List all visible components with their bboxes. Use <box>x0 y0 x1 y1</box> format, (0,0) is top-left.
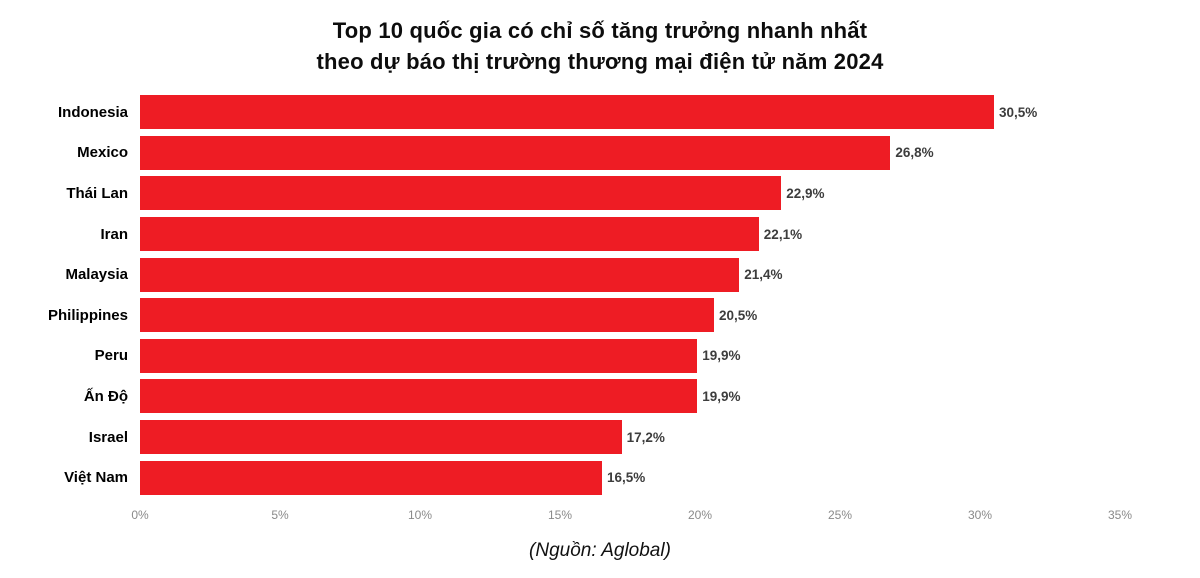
category-label: Việt Nam <box>64 469 128 487</box>
x-tick-label: 5% <box>271 507 289 522</box>
plot-area: 19,9% <box>140 379 1200 414</box>
bar-row: Iran 22,1% <box>0 214 1200 255</box>
chart-title-line2: theo dự báo thị trường thương mại điện t… <box>316 49 884 74</box>
bar <box>140 257 740 292</box>
plot-area: 22,1% <box>140 217 1200 252</box>
value-label: 22,9% <box>786 185 825 201</box>
bar <box>140 217 759 252</box>
bar <box>140 298 714 333</box>
plot-area: 16,5% <box>140 460 1200 495</box>
bar-row: Thái Lan 22,9% <box>0 173 1200 214</box>
x-tick-label: 15% <box>547 507 573 522</box>
bar-row: Philippines 20,5% <box>0 295 1200 336</box>
bar-row: Israel 17,2% <box>0 417 1200 458</box>
category-label: Indonesia <box>57 103 128 121</box>
x-axis: 0% 5% 10% 15% 20% 25% 30% 35% <box>131 504 1200 530</box>
bar <box>140 338 698 373</box>
value-label: 19,9% <box>702 388 741 404</box>
bar <box>140 135 891 170</box>
bar-row: Mexico 26,8% <box>0 133 1200 174</box>
plot-area: 19,9% <box>140 338 1200 373</box>
bar-row: Malaysia 21,4% <box>0 254 1200 295</box>
category-label: Philippines <box>47 306 128 324</box>
category-label: Mexico <box>77 144 128 162</box>
category-label: Ấn Độ <box>83 387 128 405</box>
bar-row: Indonesia 30,5% <box>0 92 1200 133</box>
value-label: 19,9% <box>702 348 741 364</box>
value-label: 26,8% <box>895 145 934 161</box>
bar-rows: Indonesia 30,5% Mexico 26,8% Thái Lan 22,9% Ir… <box>0 92 1200 498</box>
plot-area: 17,2% <box>140 420 1200 455</box>
category-label: Israel <box>88 428 128 446</box>
value-label: 16,5% <box>607 470 646 486</box>
chart-title-line1: Top 10 quốc gia có chỉ số tăng trưởng nh… <box>332 18 868 43</box>
value-label: 22,1% <box>763 226 803 242</box>
value-label: 30,5% <box>999 104 1038 120</box>
bar <box>140 460 602 495</box>
plot-area: 26,8% <box>140 135 1200 170</box>
x-tick-label: 25% <box>827 507 853 522</box>
value-label: 21,4% <box>744 267 783 283</box>
plot-area: 30,5% <box>140 95 1200 130</box>
bar-row: Peru 19,9% <box>0 336 1200 377</box>
x-tick-label: 0% <box>131 507 149 522</box>
value-label: 17,2% <box>626 429 665 445</box>
bar <box>140 420 622 455</box>
x-tick-label: 20% <box>687 507 713 522</box>
category-label: Thái Lan <box>66 184 128 202</box>
category-label: Malaysia <box>65 266 128 284</box>
bar-chart: Indonesia 30,5% Mexico 26,8% Thái Lan 22,9% Ir… <box>0 92 1200 530</box>
bar-row: Việt Nam 16,5% <box>0 457 1200 498</box>
plot-area: 22,9% <box>140 176 1200 211</box>
bar <box>140 95 994 130</box>
source-caption: (Nguồn: Aglobal) <box>529 539 671 561</box>
plot-area: 20,5% <box>140 298 1200 333</box>
bar <box>140 379 698 414</box>
x-tick-label: 10% <box>407 507 433 522</box>
value-label: 20,5% <box>719 307 758 323</box>
chart-title: Top 10 quốc gia có chỉ số tăng trưởng nh… <box>0 0 1200 77</box>
x-tick-label: 30% <box>967 507 993 522</box>
bar <box>140 176 782 211</box>
bar-row: Ấn Độ 19,9% <box>0 376 1200 417</box>
x-tick-label: 35% <box>1107 507 1133 522</box>
category-label: Peru <box>94 347 128 365</box>
category-label: Iran <box>100 225 128 243</box>
plot-area: 21,4% <box>140 257 1200 292</box>
